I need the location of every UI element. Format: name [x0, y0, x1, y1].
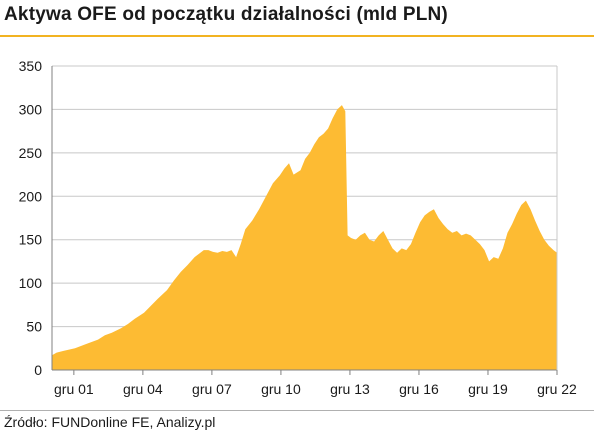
y-tick-label: 0 — [34, 362, 42, 378]
x-tick-label: gru 10 — [261, 381, 301, 397]
y-tick-labels: 0 50 100 150 200 250 300 350 — [19, 58, 43, 378]
x-tick-label: gru 01 — [54, 381, 94, 397]
footer-divider — [0, 410, 594, 411]
y-tick-label: 150 — [19, 232, 43, 248]
y-tick-label: 350 — [19, 58, 43, 74]
y-tick-label: 250 — [19, 145, 43, 161]
series-area — [52, 105, 557, 370]
y-tick-label: 300 — [19, 101, 43, 117]
y-tick-label: 200 — [19, 188, 43, 204]
x-tick-label: gru 19 — [468, 381, 508, 397]
source-note: Źródło: FUNDonline FE, Analizy.pl — [4, 414, 216, 430]
x-tick-label: gru 22 — [537, 381, 577, 397]
x-tick-label: gru 07 — [192, 381, 232, 397]
x-tick-label: gru 13 — [330, 381, 370, 397]
x-tick-labels: gru 01 gru 04 gru 07 gru 10 gru 13 gru 16 gru … — [54, 381, 577, 397]
x-tick-label: gru 16 — [399, 381, 439, 397]
y-tick-label: 50 — [26, 319, 42, 335]
chart-title: Aktywa OFE od początku działalności (mld… — [4, 4, 448, 25]
x-tick-label: gru 04 — [123, 381, 163, 397]
y-tick-label: 100 — [19, 275, 43, 291]
area-series — [52, 105, 557, 370]
area-chart: 0 50 100 150 200 250 300 350 gru 01 gru 04 gru 07… — [19, 58, 577, 397]
axes — [51, 66, 558, 375]
title-underline — [0, 35, 594, 37]
